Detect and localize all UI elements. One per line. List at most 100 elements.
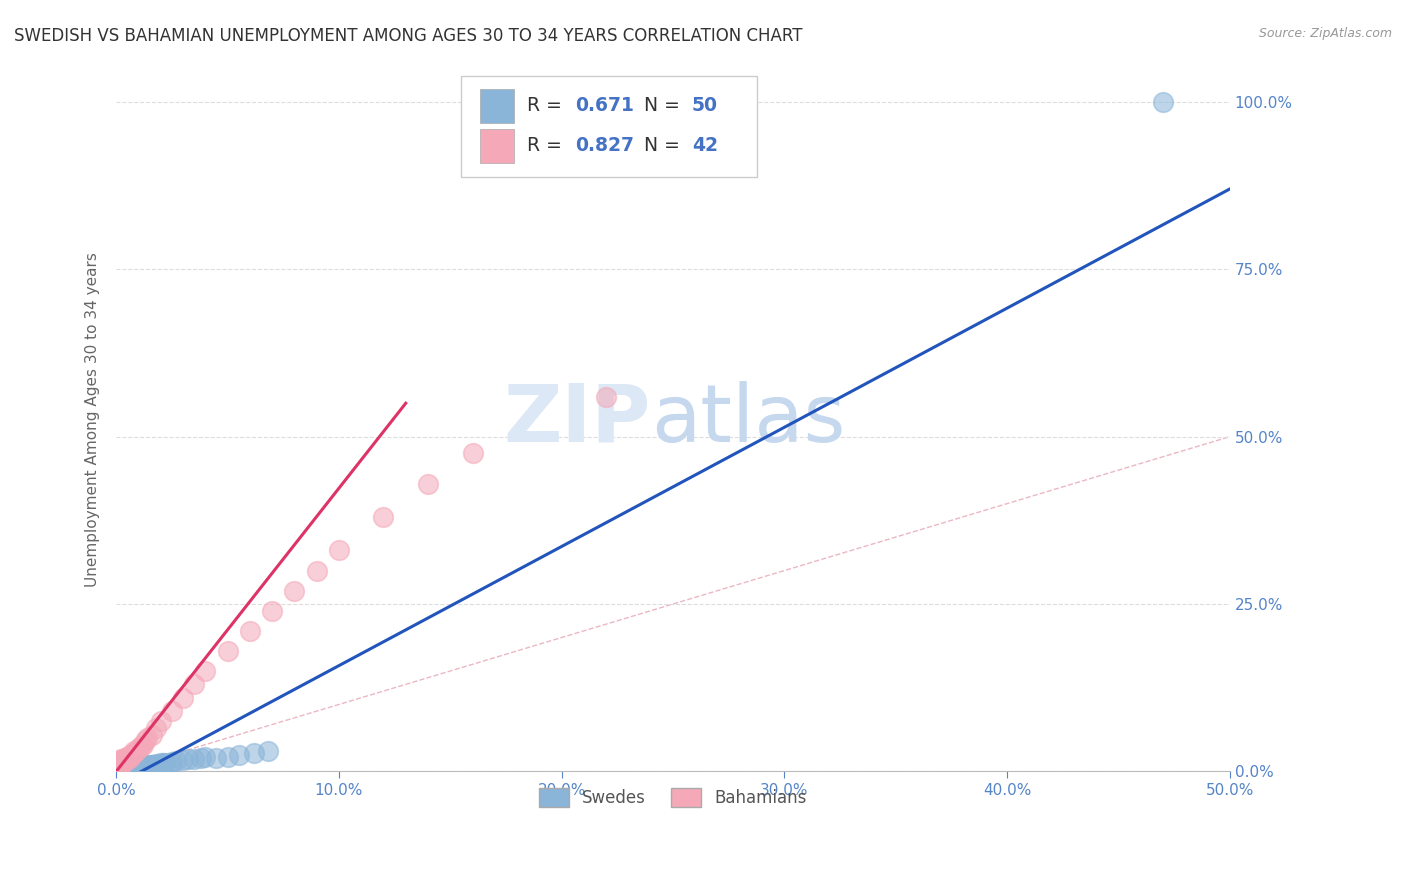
Point (110, 757, 132, 772)
Point (122, 760, 145, 774)
Point (283, 583, 305, 598)
Point (194, 664, 217, 678)
Point (461, 446, 484, 460)
Point (107, 761, 129, 775)
Text: 0.827: 0.827 (575, 136, 634, 155)
Point (107, 755, 129, 769)
FancyBboxPatch shape (481, 129, 513, 162)
Text: N =: N = (644, 96, 686, 115)
Point (136, 758, 159, 772)
Point (243, 747, 266, 761)
Point (148, 757, 170, 772)
Point (110, 761, 132, 775)
Point (125, 760, 148, 774)
Text: atlas: atlas (651, 381, 845, 459)
Text: 42: 42 (692, 136, 718, 155)
Point (145, 721, 167, 735)
Legend: Swedes, Bahamians: Swedes, Bahamians (530, 780, 815, 816)
Point (138, 757, 160, 772)
Point (110, 759, 132, 773)
Point (165, 755, 187, 769)
Point (114, 751, 136, 765)
Point (107, 757, 129, 772)
Point (111, 758, 134, 772)
Point (110, 752, 132, 766)
Point (256, 744, 278, 758)
Point (121, 760, 143, 774)
Text: 0.671: 0.671 (575, 96, 634, 115)
Point (111, 760, 134, 774)
Point (117, 752, 139, 766)
Point (111, 756, 134, 771)
Point (183, 752, 205, 766)
Point (122, 744, 145, 758)
Point (1152, 95, 1174, 109)
Point (111, 755, 134, 769)
Point (128, 741, 150, 756)
Point (155, 756, 177, 770)
Point (159, 756, 181, 770)
Point (305, 564, 328, 578)
Point (107, 760, 129, 774)
Point (373, 510, 395, 524)
Point (136, 731, 159, 745)
Point (160, 755, 183, 769)
Point (114, 759, 136, 773)
Point (205, 751, 228, 765)
Point (121, 747, 143, 762)
Point (176, 752, 198, 766)
Point (194, 749, 217, 764)
Point (172, 690, 194, 705)
Point (595, 390, 617, 404)
Point (111, 752, 134, 766)
Point (118, 751, 141, 765)
Point (125, 744, 148, 758)
Text: ZIP: ZIP (503, 381, 651, 459)
Point (117, 749, 139, 764)
Point (217, 644, 239, 658)
Point (129, 739, 152, 753)
Point (107, 756, 129, 771)
Point (228, 747, 250, 762)
Point (117, 761, 139, 775)
Point (262, 604, 284, 618)
Point (141, 728, 163, 742)
Point (118, 760, 141, 774)
Point (416, 476, 439, 491)
Text: R =: R = (527, 96, 568, 115)
Point (111, 761, 134, 775)
Point (128, 758, 150, 772)
Y-axis label: Unemployment Among Ages 30 to 34 years: Unemployment Among Ages 30 to 34 years (86, 252, 100, 588)
Point (134, 734, 156, 748)
Point (149, 714, 172, 728)
Text: SWEDISH VS BAHAMIAN UNEMPLOYMENT AMONG AGES 30 TO 34 YEARS CORRELATION CHART: SWEDISH VS BAHAMIAN UNEMPLOYMENT AMONG A… (14, 27, 803, 45)
Point (145, 757, 167, 772)
Point (125, 758, 148, 772)
Text: R =: R = (527, 136, 568, 155)
FancyBboxPatch shape (481, 89, 513, 122)
Point (110, 755, 132, 769)
Point (172, 753, 194, 767)
Point (122, 746, 145, 760)
Point (114, 760, 136, 774)
Point (118, 747, 141, 762)
Point (110, 756, 132, 770)
Point (117, 759, 139, 773)
Point (122, 759, 145, 773)
Point (114, 761, 136, 775)
Point (121, 759, 143, 773)
Text: Source: ZipAtlas.com: Source: ZipAtlas.com (1258, 27, 1392, 40)
Point (132, 738, 155, 752)
Text: N =: N = (644, 136, 686, 155)
Point (128, 760, 150, 774)
FancyBboxPatch shape (461, 76, 756, 178)
Point (217, 749, 239, 764)
Point (239, 624, 262, 638)
Point (117, 760, 139, 774)
Point (141, 757, 163, 772)
Point (132, 758, 155, 772)
Point (190, 751, 212, 765)
Text: 50: 50 (692, 96, 718, 115)
Point (149, 756, 172, 771)
Point (110, 760, 132, 774)
